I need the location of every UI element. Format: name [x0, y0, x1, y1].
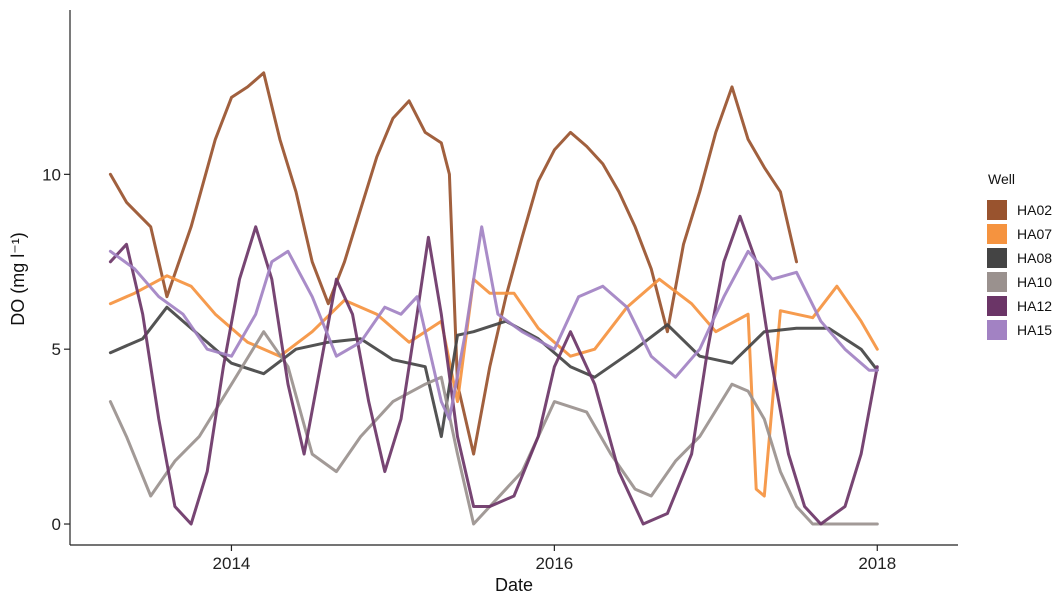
legend-label-ha12: HA12: [1017, 298, 1052, 314]
legend-label-ha08: HA08: [1017, 250, 1052, 266]
legend-key-ha02: [987, 200, 1007, 220]
axes: [69, 10, 958, 546]
legend-key-ha15: [987, 320, 1007, 340]
legend-key-ha12: [987, 296, 1007, 316]
x-tick-label-2016: 2016: [535, 554, 573, 573]
y-tick-label-0: 0: [52, 515, 61, 534]
legend-label-ha15: HA15: [1017, 322, 1052, 338]
series-line-ha12: [108, 214, 879, 526]
series-line-ha15: [108, 225, 879, 421]
x-axis-title: Date: [495, 575, 533, 595]
ticks: 2014 2016 2018 0 5 10: [42, 165, 896, 573]
series-line-ha02: [108, 71, 798, 456]
x-tick-label-2018: 2018: [858, 554, 896, 573]
series-layer: [108, 71, 879, 526]
legend-label-ha02: HA02: [1017, 202, 1052, 218]
series-line-ha07: [108, 274, 879, 498]
legend-key-ha10: [987, 272, 1007, 292]
legend: Well HA02 HA07 HA08 HA10 HA12 HA15: [987, 171, 1052, 340]
legend-label-ha07: HA07: [1017, 226, 1052, 242]
legend-key-ha08: [987, 248, 1007, 268]
x-tick-label-2014: 2014: [213, 554, 251, 573]
legend-title: Well: [988, 171, 1015, 187]
legend-label-ha10: HA10: [1017, 274, 1052, 290]
y-tick-label-5: 5: [52, 340, 61, 359]
legend-key-ha07: [987, 224, 1007, 244]
y-axis-title: DO (mg l⁻¹): [8, 232, 28, 326]
series-line-ha10: [108, 330, 879, 526]
y-tick-label-10: 10: [42, 165, 61, 184]
